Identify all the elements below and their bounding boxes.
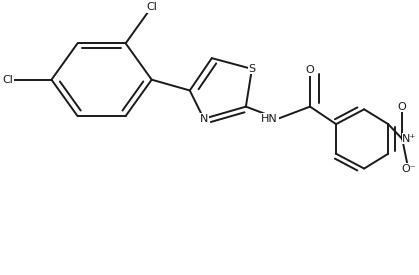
Text: Cl: Cl bbox=[146, 2, 157, 12]
Text: O⁻: O⁻ bbox=[401, 164, 416, 174]
Text: O: O bbox=[398, 102, 406, 112]
Text: S: S bbox=[248, 64, 256, 74]
Text: O: O bbox=[305, 65, 314, 75]
Text: N: N bbox=[199, 114, 208, 124]
Text: Cl: Cl bbox=[3, 75, 13, 85]
Text: N⁺: N⁺ bbox=[402, 134, 416, 144]
Text: HN: HN bbox=[261, 114, 278, 124]
